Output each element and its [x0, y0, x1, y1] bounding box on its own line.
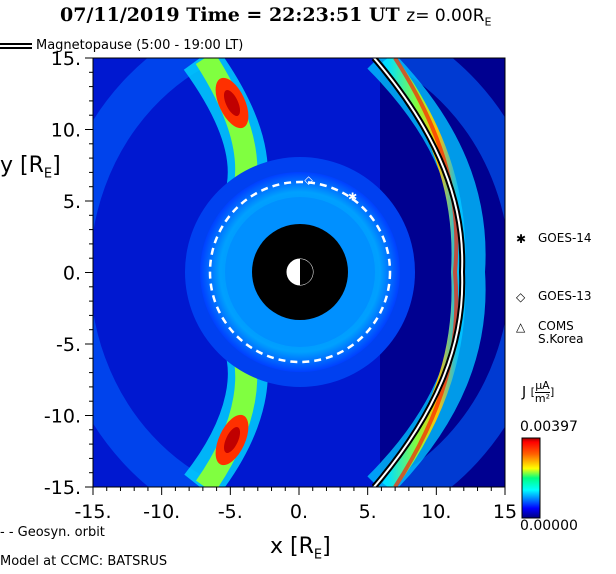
x-axis-title: x [RE] — [270, 534, 331, 563]
earth-icon — [286, 258, 314, 286]
y-axis: 15. 10. 5. 0. -5. -10. -15. — [44, 48, 93, 499]
title-date: 07/11/2019 — [60, 4, 180, 26]
x-tick-label: 15 — [493, 501, 517, 523]
x-tick-label: 0. — [290, 501, 308, 523]
y-tick-label: 5. — [63, 191, 81, 213]
geosyn-legend: - - Geosyn. orbit — [0, 525, 105, 540]
geosyn-orbit — [208, 180, 392, 364]
x-tick-label: -15. — [74, 501, 111, 523]
model-attribution: Model at CCMC: BATSRUS — [0, 554, 168, 569]
y-tick-label: -15. — [44, 477, 81, 499]
y-tick-label: 10. — [51, 120, 81, 142]
satellite-marker: ✱ — [348, 191, 357, 204]
title-time: Time = 22:23:51 UT — [186, 4, 400, 26]
plot-title: 07/11/2019 Time = 22:23:51 UT z= 0.00RE — [60, 4, 491, 28]
magnetopause-label: Magnetopause (5:00 - 19:00 LT) — [36, 38, 244, 53]
colorbar — [521, 437, 541, 519]
magnetopause-legend: Magnetopause (5:00 - 19:00 LT) — [0, 38, 243, 53]
y-tick-label: 15. — [51, 48, 81, 70]
y-axis-title: y [RE] — [0, 153, 61, 182]
heatmap-field — [93, 58, 505, 487]
x-tick-label: -10. — [143, 501, 180, 523]
x-axis: -15. -10. -5. 0. 5. 10. 15 — [74, 487, 517, 523]
y-tick-label: 0. — [63, 263, 81, 285]
satellite-marker: ◇ — [304, 174, 313, 187]
colorbar-title: J [μA m²] — [522, 379, 555, 405]
y-tick-label: -5. — [56, 334, 81, 356]
x-tick-label: 10. — [421, 501, 451, 523]
triangle-icon: △ — [516, 320, 526, 334]
magnetopause-line-swatch — [0, 42, 32, 49]
legend-coms: △ COMS S.Korea — [516, 319, 584, 346]
y-tick-label: -10. — [44, 406, 81, 428]
x-tick-label: -5. — [218, 501, 243, 523]
colorbar-min: 0.00000 — [520, 518, 578, 534]
x-tick-label: 5. — [359, 501, 377, 523]
legend-goes13: ◇ GOES-13 — [516, 289, 592, 305]
diamond-icon: ◇ — [516, 290, 526, 304]
colorbar-max: 0.00397 — [520, 419, 578, 435]
asterisk-icon: ✱ — [516, 232, 527, 246]
satellite-markers: ✱◇ — [304, 174, 357, 204]
legend-goes14: ✱ GOES-14 — [516, 231, 592, 247]
title-z: z= 0.00RE — [406, 6, 492, 29]
